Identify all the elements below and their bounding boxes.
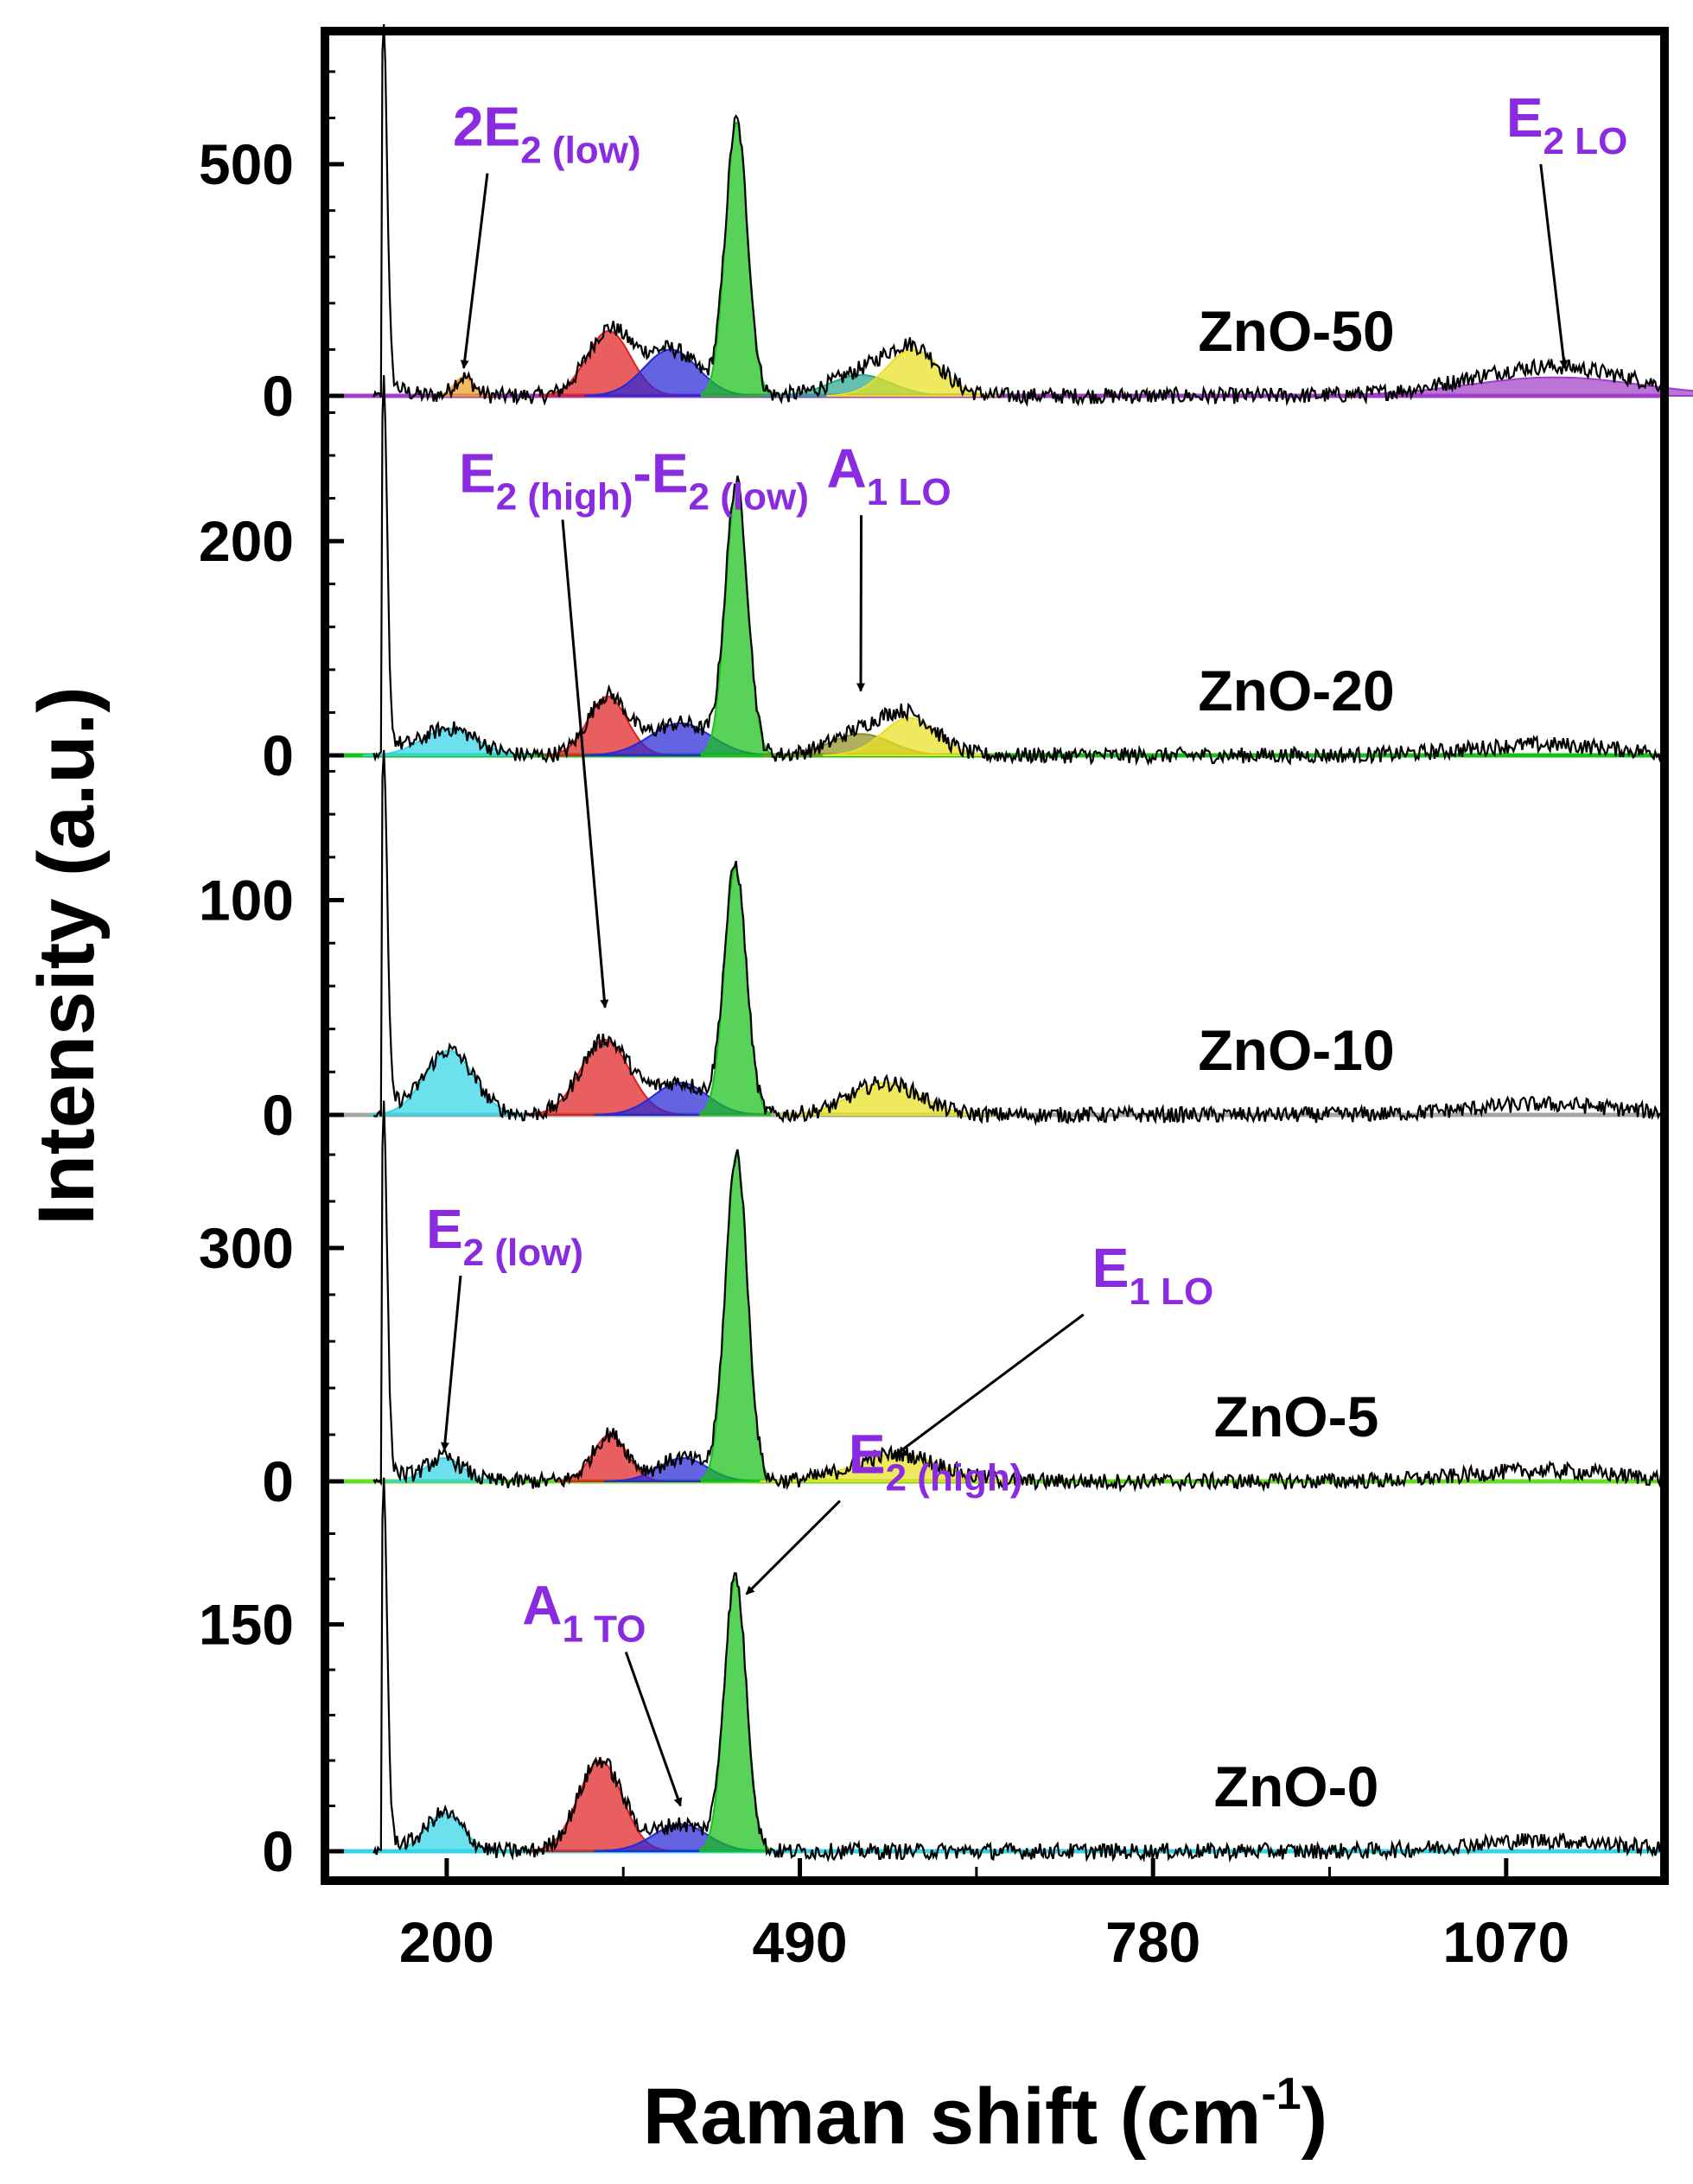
y-tick-label-zno-0-0: 0 bbox=[262, 1819, 294, 1883]
mode-label-main: A bbox=[827, 437, 867, 500]
mode-arrow-0 bbox=[460, 173, 489, 369]
sample-label-zno-0: ZnO-0 bbox=[1214, 1754, 1379, 1818]
sample-label-zno-10: ZnO-10 bbox=[1198, 1018, 1394, 1082]
mode-label-main: E bbox=[1092, 1237, 1130, 1299]
raw-spectrum-zno-20 bbox=[372, 375, 1665, 767]
y-tick-label-zno-20-200: 200 bbox=[199, 509, 294, 573]
mode-arrow-2 bbox=[856, 515, 866, 692]
y-tick-label-zno-10-100: 100 bbox=[199, 869, 294, 933]
x-axis-title-main: Raman shift (cm bbox=[643, 2073, 1262, 2161]
mode-label-subscript: 2 (low) bbox=[463, 1232, 583, 1274]
mode-label-4: E2 (low) bbox=[426, 1198, 583, 1274]
mode-label-0: 2E2 (low) bbox=[453, 96, 641, 172]
mode-label-3: E2 (high)-E2 (low) bbox=[459, 442, 809, 518]
panel-zno-5: ZnO-5 bbox=[325, 1100, 1665, 1493]
sample-label-zno-50: ZnO-50 bbox=[1198, 299, 1394, 363]
x-axis-title-tail: ) bbox=[1302, 2073, 1328, 2161]
mode-arrow-4 bbox=[440, 1275, 462, 1451]
y-tick-label-zno-10-0: 0 bbox=[262, 1083, 294, 1147]
mode-label-main: A bbox=[522, 1575, 562, 1637]
mode-label-7: E2 (high) bbox=[849, 1423, 1023, 1500]
fit-peak-green-438 bbox=[700, 486, 773, 756]
mode-label-main: E bbox=[459, 442, 496, 504]
fit-peak-green-438 bbox=[700, 121, 773, 397]
y-tick-label-zno-5-0: 0 bbox=[262, 1449, 294, 1513]
mode-label-6: A1 TO bbox=[522, 1575, 646, 1651]
x-tick-label-780: 780 bbox=[1105, 1910, 1200, 1974]
x-axis-title-superscript: -1 bbox=[1261, 2069, 1301, 2119]
mode-arrow-7 bbox=[745, 1500, 841, 1595]
panel-zno-0: ZnO-0 bbox=[325, 1477, 1665, 1863]
mode-label-main: E bbox=[849, 1423, 886, 1486]
mode-label-subscript: 1 LO bbox=[867, 471, 952, 513]
mode-label-subscript: 1 LO bbox=[1129, 1270, 1213, 1313]
y-axis-title: Intensity (a.u.) bbox=[22, 686, 111, 1226]
mode-label-1: E2 LO bbox=[1506, 86, 1627, 162]
mode-label-subscript: 2 LO bbox=[1543, 120, 1628, 162]
y-tick-label-zno-5-300: 300 bbox=[199, 1216, 294, 1280]
fit-peak-green-438 bbox=[700, 1153, 773, 1482]
x-tick-label-200: 200 bbox=[399, 1910, 494, 1974]
x-tick-label-490: 490 bbox=[752, 1910, 847, 1974]
mode-label-subscript: 2 (high) bbox=[886, 1457, 1023, 1500]
raw-spectrum-zno-10 bbox=[372, 749, 1665, 1126]
panel-zno-20: ZnO-20 bbox=[325, 375, 1665, 767]
y-tick-label-zno-50-0: 0 bbox=[262, 364, 294, 428]
mode-label-main: 2E bbox=[453, 96, 520, 158]
raw-spectrum-zno-50 bbox=[372, 23, 1665, 407]
sample-label-zno-5: ZnO-5 bbox=[1214, 1385, 1379, 1449]
sample-label-zno-20: ZnO-20 bbox=[1198, 659, 1394, 723]
mode-label-subscript: 2 (high) bbox=[496, 475, 633, 518]
mode-label-main: E bbox=[426, 1198, 463, 1260]
raw-spectrum-zno-5 bbox=[372, 1100, 1665, 1493]
panels-layer: ZnO-50 ZnO-20 ZnO-10 ZnO-5 ZnO-0 bbox=[325, 23, 1693, 1863]
plot-frame bbox=[321, 27, 1669, 1885]
mode-arrow-3 bbox=[561, 519, 609, 1009]
mode-label-subscript-2: 2 (low) bbox=[689, 475, 809, 518]
mode-label-subscript: 2 (low) bbox=[520, 130, 640, 172]
mode-label-2: A1 LO bbox=[827, 437, 952, 513]
panel-zno-50: ZnO-50 bbox=[325, 23, 1693, 407]
mode-label-main: E bbox=[1506, 86, 1543, 149]
x-axis-title: Raman shift (cm-1) bbox=[643, 2069, 1328, 2161]
y-tick-label-zno-50-500: 500 bbox=[199, 132, 294, 196]
mode-label-subscript: 1 TO bbox=[562, 1608, 646, 1651]
mode-arrow-1 bbox=[1539, 163, 1569, 369]
raw-spectrum-zno-0 bbox=[372, 1477, 1665, 1863]
axes-layer: 0 500 0 200 0 100 0 300 0 150 200 490 780 1070 bbox=[199, 70, 1569, 1974]
mode-label-5: E1 LO bbox=[1092, 1237, 1213, 1313]
x-tick-label-1070: 1070 bbox=[1442, 1910, 1569, 1974]
mode-arrow-5 bbox=[890, 1313, 1085, 1460]
mode-arrow-6 bbox=[624, 1651, 683, 1807]
mode-label-main-2: -E bbox=[633, 442, 689, 504]
y-tick-label-zno-20-0: 0 bbox=[262, 723, 294, 787]
panel-zno-10: ZnO-10 bbox=[325, 749, 1665, 1126]
y-tick-label-zno-0-150: 150 bbox=[199, 1593, 294, 1657]
